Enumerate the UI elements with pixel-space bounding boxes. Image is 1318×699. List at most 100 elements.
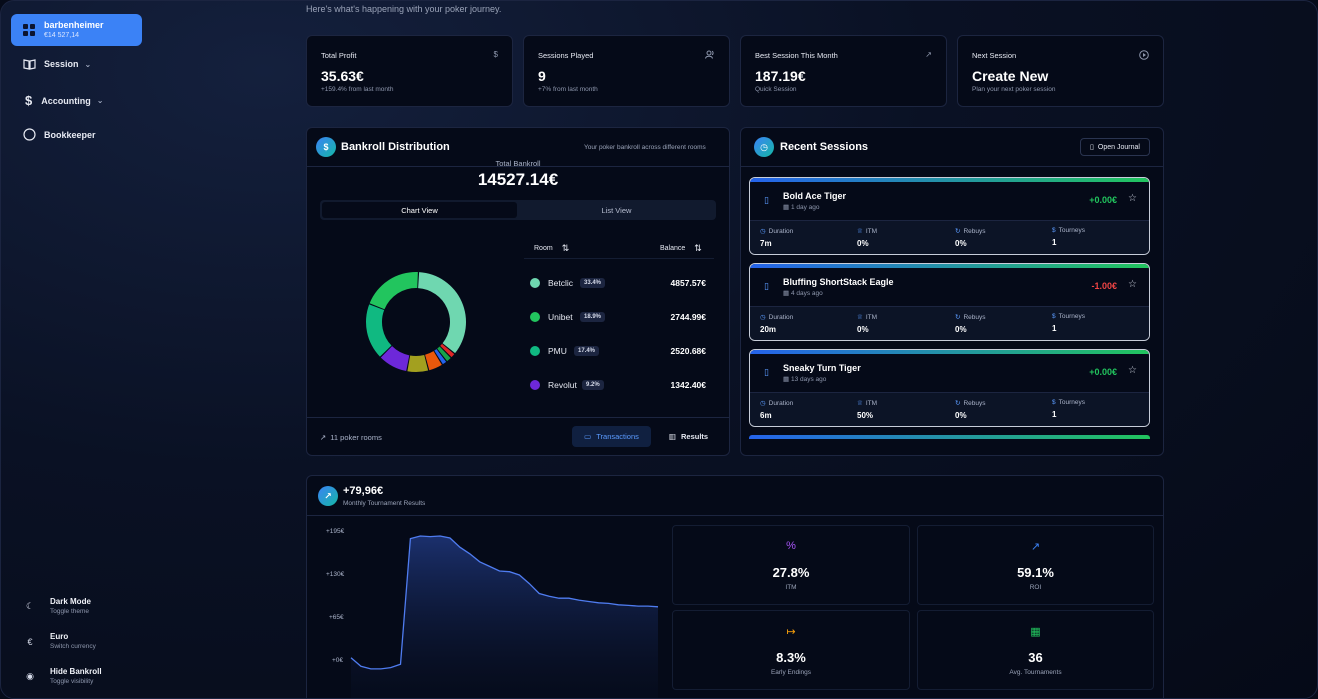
nav-bookkeeper-label: Bookkeeper xyxy=(44,129,96,140)
chart-area-fill xyxy=(351,536,658,698)
stat-tile-itm: % 27.8% ITM xyxy=(672,525,910,605)
metric-itm: ♕ ITM 50% xyxy=(857,399,877,420)
session-result: +0.00€ xyxy=(1089,195,1117,205)
stat-card-best-session: Best Session This Month ↗ 187.19€ Quick … xyxy=(740,35,947,107)
clock-icon: ◷ xyxy=(760,400,766,407)
metric-label: ITM xyxy=(865,228,878,235)
room-row[interactable]: Unibet 18.9% 2744.99€ xyxy=(530,312,706,322)
session-card[interactable]: ▯ Sneaky Turn Tiger ▦ 13 days ago +0.00€… xyxy=(749,349,1150,427)
calendar-icon: ▦ xyxy=(783,376,791,383)
room-balance: 2520.68€ xyxy=(670,346,706,356)
sidebar: barbenheimer €14 527,14 Session ⌄ $ Acco… xyxy=(1,1,151,698)
session-card[interactable]: ▯ Bold Ace Tiger ▦ 1 day ago +0.00€ ☆ ◷ D… xyxy=(749,177,1150,255)
hide-bankroll-toggle[interactable]: ◉ Hide Bankroll Toggle visibility xyxy=(23,667,102,686)
user-switcher-button[interactable]: barbenheimer €14 527,14 xyxy=(11,14,142,46)
user-balance: €14 527,14 xyxy=(44,32,80,39)
dark-mode-toggle[interactable]: ☾ Dark Mode Toggle theme xyxy=(23,597,91,616)
transactions-button[interactable]: ▭ Transactions xyxy=(572,426,651,447)
stat-card-sessions-played: Sessions Played 9 +7% from last month xyxy=(523,35,730,107)
trophy-icon: ♕ xyxy=(857,314,863,321)
metric-value: 0% xyxy=(955,411,967,420)
nav-item-bookkeeper[interactable]: Bookkeeper xyxy=(23,128,96,141)
star-icon[interactable]: ☆ xyxy=(1128,193,1137,204)
session-metrics: ◷ Duration 6m ♕ ITM 50% ↻ Rebuys 0% $ Tourneys 1 xyxy=(750,392,1149,426)
metric-value: 0% xyxy=(857,239,869,248)
column-header-room[interactable]: Room ⇅ xyxy=(534,243,569,254)
calendar-icon: ▦ xyxy=(1030,626,1041,638)
open-journal-button[interactable]: ▯ Open Journal xyxy=(1080,138,1150,156)
star-icon[interactable]: ☆ xyxy=(1128,365,1137,376)
stat-sub: Plan your next poker session xyxy=(972,86,1056,93)
donut-slice[interactable] xyxy=(425,351,442,371)
moon-icon: ☾ xyxy=(25,601,35,611)
donut-slice[interactable] xyxy=(407,354,429,372)
session-name: Bold Ace Tiger xyxy=(783,191,847,201)
y-tick-label: +195€ xyxy=(326,528,345,535)
session-metrics: ◷ Duration 7m ♕ ITM 0% ↻ Rebuys 0% $ Tourneys 1 xyxy=(750,220,1149,254)
room-row[interactable]: PMU 17.4% 2520.68€ xyxy=(530,346,706,356)
metric-value: 0% xyxy=(955,239,967,248)
metric-value: 20m xyxy=(760,325,777,334)
trending-up-icon: ↗ xyxy=(1030,541,1041,553)
stat-label: Next Session xyxy=(972,51,1017,60)
stat-label: Best Session This Month xyxy=(755,51,838,60)
metric-value: 0% xyxy=(857,325,869,334)
currency-sub: Switch currency xyxy=(50,643,96,650)
star-icon[interactable]: ☆ xyxy=(1128,279,1137,290)
stat-tile-avg-tournaments: ▦ 36 Avg. Tournaments xyxy=(917,610,1154,690)
sort-icon: ⇅ xyxy=(694,243,702,253)
chart-series-line xyxy=(350,535,659,670)
stat-card-next-session[interactable]: Next Session Create New Plan your next p… xyxy=(957,35,1164,107)
metric-rebuys: ↻ Rebuys 0% xyxy=(955,399,986,420)
eye-icon: ◉ xyxy=(26,671,34,681)
tile-value: 27.8% xyxy=(772,565,810,580)
clock-icon: ◷ xyxy=(760,228,766,235)
donut-slice[interactable] xyxy=(434,349,447,365)
tile-label: Early Endings xyxy=(770,669,812,676)
stat-tile-roi: ↗ 59.1% ROI xyxy=(917,525,1154,605)
donut-slice[interactable] xyxy=(369,272,418,310)
column-header-balance[interactable]: Balance ⇅ xyxy=(660,243,702,254)
metric-value: 50% xyxy=(857,411,874,420)
monthly-result-value: +79,96€ xyxy=(343,485,384,497)
total-bankroll-label: Total Bankroll xyxy=(495,159,541,168)
donut-slice[interactable] xyxy=(366,304,392,357)
session-date: ▦ 4 days ago xyxy=(783,289,823,297)
percent-icon: % xyxy=(786,540,796,552)
tab-list-view[interactable]: List View xyxy=(601,205,632,215)
calendar-icon: ▦ xyxy=(783,204,791,211)
room-row[interactable]: Revolut 9.2% 1342.40€ xyxy=(530,380,706,390)
currency-title: Euro xyxy=(50,632,69,641)
nav-item-session[interactable]: Session ⌄ xyxy=(23,58,91,70)
stat-value: 35.63€ xyxy=(321,68,364,84)
tile-value: 59.1% xyxy=(1017,565,1054,580)
donut-slice[interactable] xyxy=(437,346,451,362)
metric-label: Duration xyxy=(768,314,794,321)
session-name: Sneaky Turn Tiger xyxy=(783,363,861,373)
dollar-icon: $ xyxy=(1052,227,1056,234)
donut-slice[interactable] xyxy=(418,272,466,354)
credit-card-icon: ▭ xyxy=(584,432,592,441)
poker-rooms-label: 11 poker rooms xyxy=(330,433,382,442)
room-row[interactable]: Betclic 33.4% 4857.57€ xyxy=(530,278,706,288)
dollar-icon: $ xyxy=(1052,313,1056,320)
donut-slice[interactable] xyxy=(440,343,455,358)
session-card[interactable]: ▯ Bluffing ShortStack Eagle ▦ 4 days ago… xyxy=(749,263,1150,341)
hide-bankroll-sub: Toggle visibility xyxy=(50,678,94,685)
clock-icon: ◷ xyxy=(760,314,766,321)
results-button[interactable]: ▥ Results xyxy=(661,426,716,447)
session-metrics: ◷ Duration 20m ♕ ITM 0% ↻ Rebuys 0% $ Tourneys 1 xyxy=(750,306,1149,340)
nav-item-accounting[interactable]: $ Accounting ⌄ xyxy=(23,93,103,108)
play-circle-icon xyxy=(1139,50,1149,62)
currency-toggle[interactable]: € Euro Switch currency xyxy=(23,632,96,651)
donut-slice[interactable] xyxy=(380,346,410,372)
stat-value: 187.19€ xyxy=(755,68,806,84)
grid-icon xyxy=(23,24,35,36)
tab-chart-view[interactable]: Chart View xyxy=(322,202,517,218)
session-accent-bar xyxy=(750,264,1149,268)
metric-label: ITM xyxy=(865,314,878,321)
divider xyxy=(741,166,1163,167)
transactions-label: Transactions xyxy=(596,432,639,441)
room-balance: 4857.57€ xyxy=(670,278,706,288)
monthly-results-chart xyxy=(350,535,659,698)
